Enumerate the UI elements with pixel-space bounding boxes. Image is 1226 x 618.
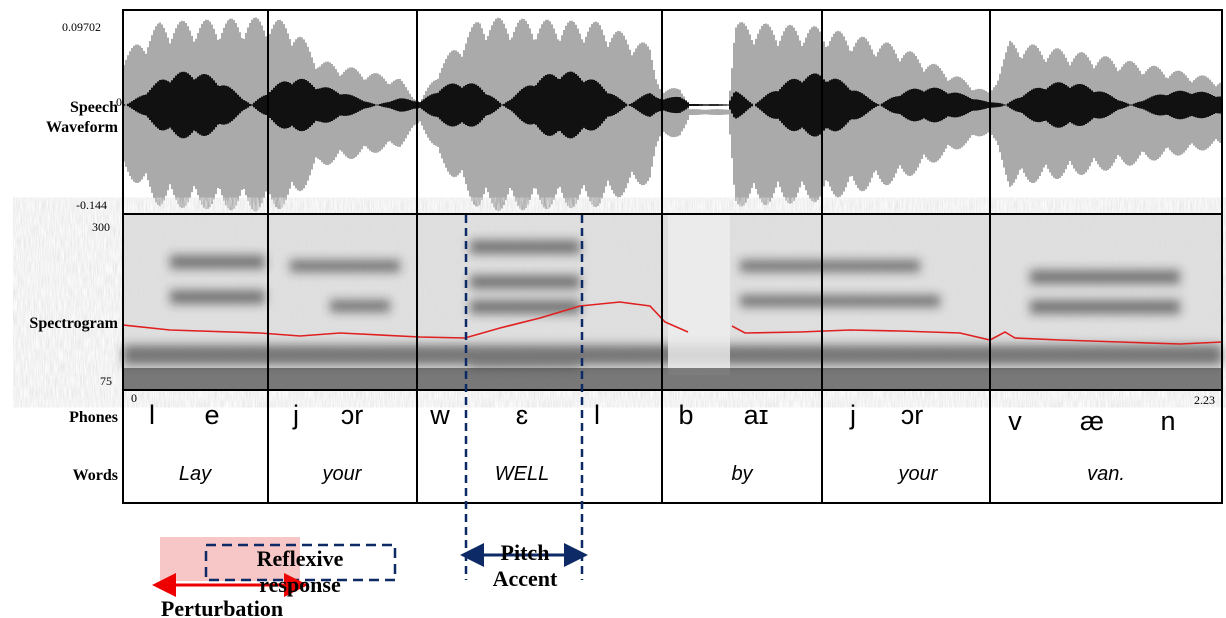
annotation: Perturbation: [161, 596, 283, 618]
word: your: [899, 463, 938, 486]
phone: v: [1008, 406, 1022, 437]
row-label: Phones: [0, 408, 118, 428]
phone: n: [1160, 406, 1175, 437]
phone: j: [850, 400, 856, 431]
row-label: Spectrogram: [0, 314, 118, 334]
axis-label: -0.144: [76, 198, 107, 213]
annotation: Reflexive response: [235, 546, 365, 598]
phone: ɛ: [516, 400, 528, 431]
phone: aɪ: [744, 400, 769, 431]
phone: w: [430, 400, 450, 431]
phone: ɔr: [341, 400, 364, 431]
axis-label: 75: [100, 374, 112, 389]
phone: e: [204, 400, 219, 431]
row-label: Words: [0, 466, 118, 486]
phone: l: [149, 400, 155, 431]
figure-graphics: [0, 0, 1226, 618]
word: by: [731, 463, 752, 486]
annotation: Pitch Accent: [485, 540, 565, 592]
axis-label: 2.23: [1194, 393, 1215, 408]
word: Lay: [179, 463, 211, 486]
word: your: [323, 463, 362, 486]
figure: 0.09702 0 -0.144 300 75 0 2.23 Speech Wa…: [0, 0, 1226, 618]
axis-label: 300: [92, 220, 110, 235]
phone: b: [678, 400, 693, 431]
phone: ɔr: [901, 400, 924, 431]
phone: æ: [1080, 406, 1104, 437]
phone: j: [293, 400, 299, 431]
word: van.: [1087, 463, 1125, 486]
spectrogram-image: [123, 215, 1222, 390]
axis-label: 0: [131, 391, 137, 406]
waveform: [124, 18, 1220, 212]
axis-label: 0.09702: [62, 20, 101, 35]
phone: l: [594, 400, 600, 431]
word: WELL: [495, 463, 549, 486]
row-label: Speech Waveform: [0, 98, 118, 138]
